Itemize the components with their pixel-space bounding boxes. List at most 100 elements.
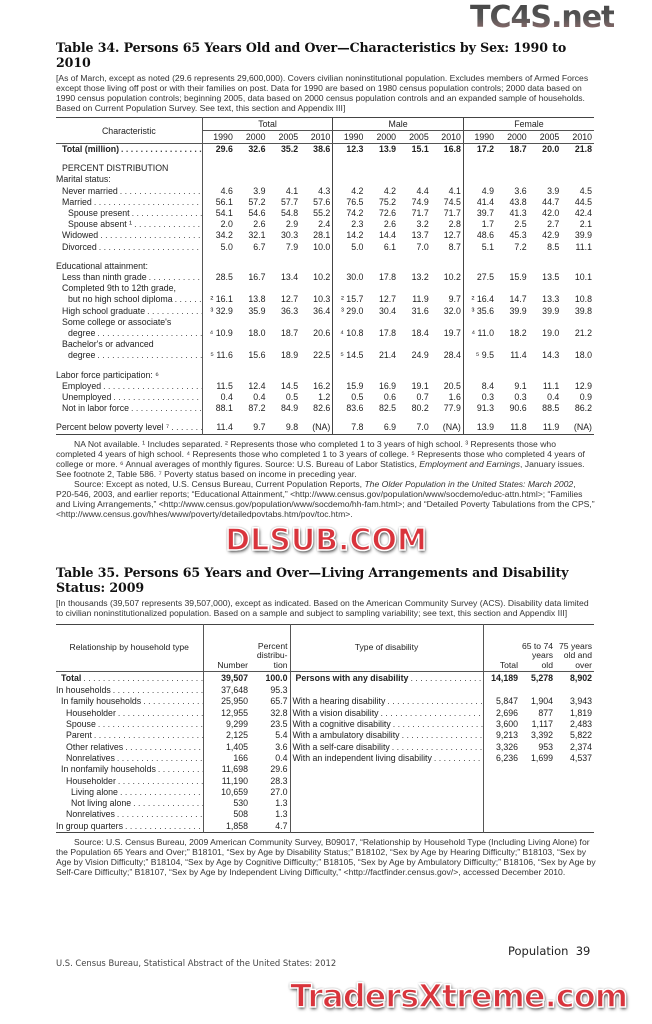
year-header: 2000 bbox=[234, 130, 268, 144]
cell-value bbox=[529, 283, 562, 294]
row-label: In households bbox=[56, 685, 204, 697]
dot-leader bbox=[113, 685, 202, 696]
tradersxtreme-watermark: TradersXtreme.com bbox=[289, 976, 629, 1016]
cell-value bbox=[430, 252, 464, 261]
disability-label-text: With a self-care disability bbox=[292, 741, 390, 752]
cell-value: 13.3 bbox=[542, 294, 560, 305]
disability-label: With a cognitive disability bbox=[290, 719, 484, 731]
table-row: Some college or associate's bbox=[56, 316, 594, 329]
disability-label bbox=[290, 764, 484, 776]
cell-value bbox=[561, 362, 594, 370]
cell-value bbox=[267, 370, 300, 381]
cell-value: 41.4 bbox=[476, 196, 495, 207]
cell-value bbox=[398, 283, 431, 294]
row-label-wrap: PERCENT DISTRIBUTION bbox=[56, 163, 201, 174]
cell-value: 10.1 bbox=[574, 272, 592, 283]
cell-disability-b bbox=[555, 685, 594, 696]
cell-value bbox=[561, 253, 594, 261]
cell-value: ² 15.7 bbox=[340, 294, 364, 305]
year-header: 2005 bbox=[267, 130, 301, 144]
cell-value: 9.7 bbox=[430, 294, 464, 306]
row-label-text: but no high school diploma bbox=[68, 294, 173, 305]
row-label: Spouse absent ¹ bbox=[56, 219, 203, 231]
cell-value: 11.9 bbox=[412, 294, 429, 305]
row-label-text: Nonrelatives bbox=[66, 752, 115, 763]
cell-number: 11,698 bbox=[221, 764, 248, 775]
cell-value bbox=[333, 253, 366, 261]
cell-value bbox=[496, 174, 529, 185]
cell-value: 16.8 bbox=[430, 143, 464, 156]
row-label-wrap: Not living alone bbox=[56, 798, 202, 809]
row-label-text: Never married bbox=[62, 185, 118, 196]
row-label-wrap: In family households bbox=[56, 696, 202, 707]
row-label: Spouse bbox=[56, 719, 204, 731]
cell-value bbox=[398, 155, 431, 163]
cell-value: 8.5 bbox=[547, 241, 560, 252]
cell-percent: 95.3 bbox=[250, 685, 291, 697]
dot-leader bbox=[120, 787, 202, 798]
year-header: 2005 bbox=[398, 130, 431, 144]
cell-value bbox=[496, 362, 529, 370]
cell-value: 75.2 bbox=[378, 196, 397, 207]
row-label-wrap: Unemployed bbox=[56, 392, 201, 403]
cell-percent: 3.6 bbox=[250, 741, 291, 753]
table-row: Marital status: bbox=[56, 174, 594, 186]
cell-value: 10.2 bbox=[300, 272, 334, 284]
cell-value: 91.3 bbox=[476, 403, 495, 414]
header-total: Total bbox=[483, 624, 520, 672]
cell-value bbox=[300, 155, 334, 164]
cell-disability-b bbox=[555, 821, 594, 833]
cell-percent: 0.4 bbox=[250, 752, 291, 765]
cell-value bbox=[300, 361, 334, 370]
cell-disability-total: 3,326 bbox=[495, 741, 518, 752]
cell-value bbox=[235, 163, 268, 174]
cell-value bbox=[267, 163, 300, 174]
row-label-text: Percent below poverty level ⁷ bbox=[56, 422, 170, 433]
disability-label-text: With a ambulatory disability bbox=[292, 730, 400, 741]
cell-value: 0.4 bbox=[547, 392, 560, 403]
cell-value: 21.8 bbox=[574, 144, 592, 154]
table-row: Percent below poverty level ⁷11.49.79.8(… bbox=[56, 422, 594, 435]
row-label: Total (million) bbox=[56, 143, 203, 156]
cell-disability-total: 9,213 bbox=[495, 730, 518, 741]
row-label: Living alone bbox=[56, 786, 204, 799]
header-relationship: Relationship by household type bbox=[56, 624, 204, 672]
footer-page: Population 39 bbox=[508, 944, 590, 958]
cell-value bbox=[398, 253, 431, 261]
cell-value: 0.3 bbox=[481, 392, 495, 403]
cell-value bbox=[561, 261, 594, 272]
cell-value bbox=[235, 261, 268, 272]
row-label: Spouse present bbox=[56, 208, 203, 220]
cell-value: 82.6 bbox=[300, 403, 334, 415]
cell-number: 39,507 bbox=[221, 672, 248, 683]
cell-value bbox=[398, 370, 431, 381]
cell-disability-a: 3,392 bbox=[530, 730, 553, 741]
cell-value bbox=[496, 414, 529, 422]
cell-value: 5.1 bbox=[481, 241, 495, 252]
cell-value bbox=[496, 339, 529, 350]
table-row: Spouse absent ¹ 2.0 2.6 2.92.4 2.3 2.6 3.22.8 1… bbox=[56, 219, 594, 231]
cell-value bbox=[561, 283, 594, 294]
cell-value: 8.7 bbox=[430, 241, 464, 253]
footnote-text: , January issues. See footnote 2, Table … bbox=[56, 458, 585, 479]
cell-value: 1.2 bbox=[300, 392, 334, 404]
cell-value: 4.1 bbox=[285, 185, 299, 196]
cell-value: 74.5 bbox=[430, 196, 464, 209]
dot-leader bbox=[125, 821, 202, 832]
cell-value bbox=[202, 362, 235, 370]
cell-value: ⁴ 11.0 bbox=[471, 328, 495, 339]
year-header: 2010 bbox=[300, 130, 334, 144]
row-label-text: Other relatives bbox=[66, 741, 124, 752]
cell-value: 3.6 bbox=[514, 185, 527, 196]
disability-label bbox=[290, 809, 484, 821]
cell-value bbox=[398, 414, 431, 422]
cell-value: 48.6 bbox=[476, 230, 495, 241]
cell-value bbox=[561, 155, 594, 163]
cell-value: 11.8 bbox=[510, 422, 527, 433]
cell-value: 18.4 bbox=[411, 328, 429, 339]
cell-value: 28.1 bbox=[300, 230, 334, 242]
cell-value: 19.1 bbox=[411, 380, 429, 391]
cell-value: 19.7 bbox=[430, 328, 464, 340]
